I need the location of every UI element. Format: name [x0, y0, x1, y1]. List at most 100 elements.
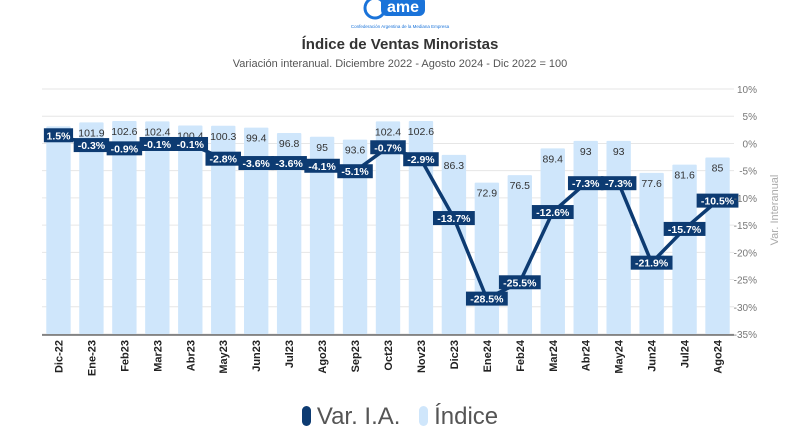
yoy-label-box: [498, 275, 541, 290]
x-tick-label: Jul24: [680, 339, 692, 368]
yoy-label-box: [370, 140, 406, 155]
index-bar: [540, 148, 565, 334]
yoy-label: -5.1%: [341, 166, 369, 178]
y2-tick-label: -5%: [739, 167, 757, 178]
yoy-label: -3.6%: [242, 158, 270, 170]
y2-tick-label: -20%: [734, 248, 757, 259]
x-tick-label: Jun24: [647, 339, 659, 372]
x-tick-label: Ago23: [317, 340, 329, 374]
x-tick-label: Feb23: [119, 340, 131, 372]
yoy-label: -10.5%: [701, 196, 735, 208]
x-tick-label: Ago24: [713, 339, 725, 374]
yoy-label: -7.3%: [572, 178, 600, 190]
yoy-label: -0.3%: [78, 140, 106, 152]
index-bar: [606, 140, 631, 334]
index-bar: [573, 140, 598, 334]
index-bar: [46, 126, 71, 334]
y2-tick-label: 0%: [743, 139, 758, 150]
x-tick-label: Mar24: [548, 339, 560, 372]
legend-item-var[interactable]: Var. I.A.: [301, 403, 400, 431]
yoy-label: -25.5%: [503, 277, 537, 289]
y2-tick-label: -35%: [734, 330, 757, 341]
index-bar-label: 86.3: [444, 160, 465, 172]
chart-subtitle: Variación interanual. Diciembre 2022 - A…: [232, 58, 568, 70]
legend-item-indice[interactable]: Índice: [419, 403, 498, 431]
yoy-label-box: [139, 136, 176, 151]
yoy-label-box: [696, 193, 739, 208]
index-bar: [79, 122, 104, 334]
yoy-label: -7.3%: [605, 178, 633, 190]
index-bar-label: 89.4: [543, 153, 564, 165]
y2-tick-label: -25%: [734, 276, 757, 287]
yoy-label: -0.1%: [177, 139, 205, 151]
yoy-label: -2.8%: [210, 154, 238, 166]
y2-axis-label: Var. Interanual: [769, 175, 781, 246]
index-bar: [211, 125, 236, 334]
yoy-label: -2.9%: [407, 154, 435, 166]
yoy-label-box: [531, 205, 574, 220]
yoy-label: -12.6%: [536, 207, 570, 219]
yoy-label: -28.5%: [470, 294, 504, 306]
index-bar-label: 81.6: [674, 170, 695, 182]
y2-tick-label: 10%: [737, 85, 757, 96]
caame-logo: ame Confederación Argentina de la Median…: [351, 0, 450, 29]
legend-marker-var: [301, 406, 311, 426]
index-bar: [672, 164, 697, 334]
x-tick-label: Ene24: [482, 339, 494, 372]
yoy-label: -15.7%: [668, 224, 702, 236]
yoy-label-box: [172, 136, 209, 151]
index-bar: [243, 127, 269, 334]
index-bar-label: 95: [316, 142, 328, 154]
x-tick-label: Oct23: [383, 340, 395, 371]
x-tick-label: Jun23: [251, 340, 263, 372]
yoy-label-box: [433, 211, 475, 226]
yoy-label-box: [403, 152, 439, 167]
index-bar: [309, 136, 335, 334]
x-tick-label: May23: [218, 340, 230, 374]
index-bar: [342, 139, 368, 334]
y2-tick-label: -30%: [734, 303, 757, 314]
index-bar-label: 93.6: [345, 145, 366, 157]
chart-plot: 100101.9102.6102.4100.4100.399.496.89593…: [42, 85, 781, 376]
yoy-label-box: [271, 156, 307, 171]
index-bar-label: 101.9: [78, 127, 104, 139]
index-bar: [474, 182, 500, 334]
x-tick-label: Ene-23: [86, 340, 98, 376]
index-bar-label: 102.4: [144, 126, 170, 138]
yoy-label-box: [337, 164, 373, 179]
yoy-label-box: [630, 255, 673, 270]
index-bar-label: 77.6: [641, 178, 662, 190]
yoy-label-box: [238, 156, 274, 171]
x-tick-label: Nov23: [416, 340, 428, 373]
logo-wordmark: ame: [387, 0, 419, 16]
index-bar: [507, 175, 533, 334]
yoy-label-box: [567, 176, 604, 191]
y2-tick-label: 5%: [743, 112, 758, 123]
index-bar: [178, 125, 203, 334]
yoy-labels: 1.5%-0.3% -0.9% -0.1% -0.1%-2.8% -3.6% -3.6% -…: [43, 128, 739, 306]
yoy-label: -0.9%: [111, 143, 139, 155]
legend-marker-indice: [419, 406, 429, 426]
index-bar: [276, 133, 302, 334]
yoy-label: -4.1%: [308, 161, 336, 173]
index-bar-label: 100.3: [210, 131, 236, 143]
index-bar-label: 96.8: [279, 138, 300, 150]
index-bar: [375, 121, 401, 334]
x-axis: Dic-22 Ene-23 Feb23 Mar23 Abr23 May23 Jun23 Jul…: [42, 334, 734, 376]
x-tick-label: Dic23: [449, 340, 461, 369]
x-tick-label: Abr24: [581, 339, 593, 371]
x-tick-label: Jul23: [284, 340, 296, 368]
yoy-label-box: [73, 138, 110, 153]
x-tick-label: Mar23: [152, 340, 164, 372]
index-bar-label: 76.5: [510, 180, 531, 192]
yoy-label: -0.1%: [144, 139, 172, 151]
yoy-label-box: [600, 176, 637, 191]
index-bar-label: 93: [580, 146, 592, 158]
yoy-label: -3.6%: [275, 158, 303, 170]
legend-label-indice: Índice: [434, 403, 499, 430]
chart-title: Índice de Ventas Minoristas: [301, 36, 499, 53]
yoy-label: -21.9%: [635, 258, 669, 270]
x-tick-label: Dic-22: [53, 340, 65, 373]
yoy-label: -0.7%: [374, 142, 402, 154]
yoy-label-box: [465, 291, 508, 306]
